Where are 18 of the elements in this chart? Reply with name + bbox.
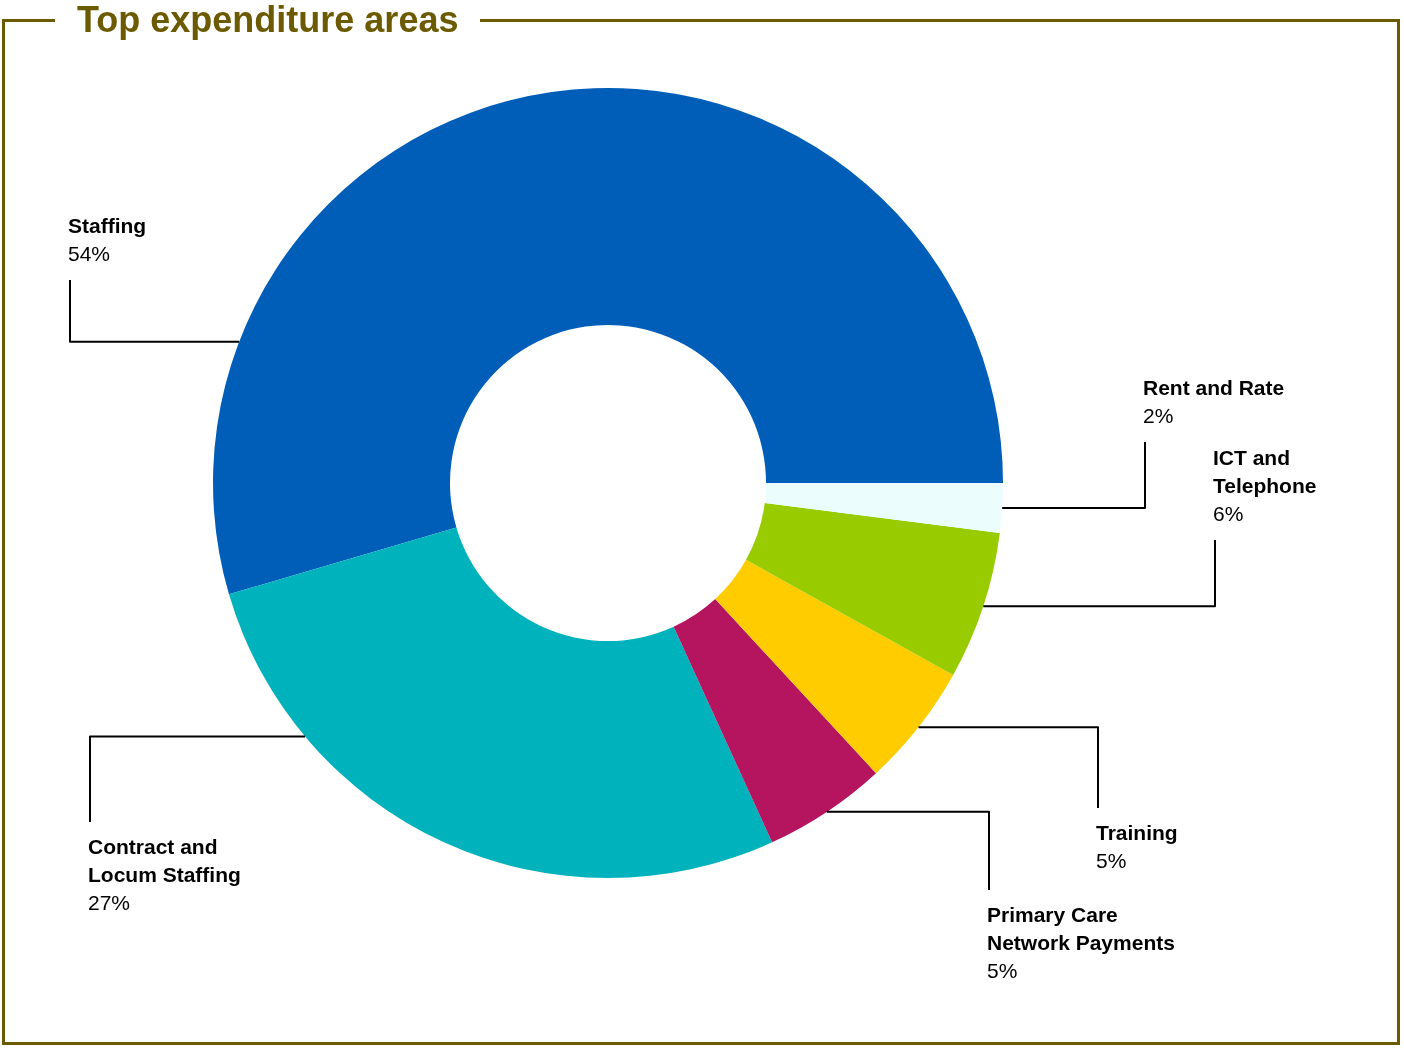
donut-slice — [746, 503, 1000, 676]
donut-slice — [764, 483, 1003, 533]
slice-label: Training — [1096, 821, 1178, 844]
donut-slice — [673, 599, 877, 843]
data-label: 6% — [1213, 502, 1244, 525]
data-label: 2% — [1143, 404, 1174, 427]
slice-label: Staffing — [68, 214, 147, 237]
donut-slice — [213, 88, 1003, 595]
slice-label: Contract and Locum Staffing — [88, 835, 241, 886]
data-label: 5% — [987, 959, 1018, 982]
data-label: 5% — [1096, 849, 1127, 872]
slice-label: Primary Care Network Payments — [987, 903, 1175, 954]
donut-slice — [715, 559, 954, 774]
slice-label: Rent and Rate — [1143, 376, 1285, 399]
chart-title: Top expenditure areas — [76, 0, 460, 40]
slice-label: ICT and Telephone — [1213, 446, 1317, 497]
data-label: 54% — [68, 242, 111, 265]
data-label: 27% — [88, 891, 131, 914]
